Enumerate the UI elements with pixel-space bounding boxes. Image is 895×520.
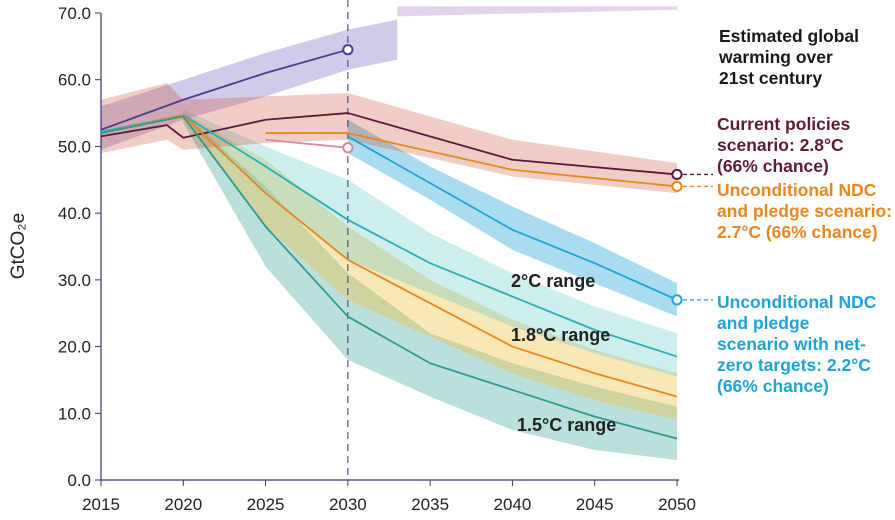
- series-line-5: [100, 114, 678, 358]
- x-tick-label: 2035: [411, 495, 449, 514]
- scenario-lines: [100, 48, 678, 440]
- end-marker-4: [671, 294, 683, 306]
- x-tick-label: 2020: [164, 495, 202, 514]
- range-band-3: [347, 119, 677, 317]
- annotation-net-zero: Unconditional NDC and pledge scenario wi…: [717, 292, 877, 396]
- series-line-2: [347, 135, 678, 301]
- scenario-end-markers: [342, 44, 713, 306]
- range-band-1: [183, 113, 678, 420]
- series-line-0: [100, 112, 678, 176]
- end-marker-0: [342, 44, 354, 56]
- series-line-3: [100, 48, 349, 131]
- uncertainty-bands: [101, 6, 678, 460]
- series-line-7: [100, 115, 678, 440]
- range-label-2c: 2°C range: [511, 271, 595, 291]
- y-tick-label: 0.0: [67, 471, 91, 490]
- range-band-5: [101, 83, 677, 194]
- end-marker-2: [671, 168, 683, 181]
- range-band-6: [397, 6, 677, 17]
- x-tick-label: 2050: [658, 495, 696, 514]
- y-axis-label: GtCO₂e: [8, 213, 29, 280]
- annotation-current-policies: Current policies scenario: 2.8°C (66% ch…: [717, 114, 851, 176]
- series-line-6: [100, 114, 678, 398]
- y-tick-label: 70.0: [58, 4, 91, 23]
- y-tick-label: 20.0: [58, 338, 91, 357]
- y-tick-label: 40.0: [58, 204, 91, 223]
- x-tick-label: 2040: [494, 495, 532, 514]
- y-tick-label: 60.0: [58, 71, 91, 90]
- y-tick-label: 10.0: [58, 404, 91, 423]
- series-line-1: [265, 132, 678, 188]
- range-label-1-8c: 1.8°C range: [511, 325, 610, 345]
- x-tick-label: 2030: [329, 495, 367, 514]
- end-marker-3: [671, 180, 683, 193]
- x-tick-label: 2025: [247, 495, 285, 514]
- x-tick-label: 2015: [82, 495, 120, 514]
- end-marker-1: [342, 142, 354, 154]
- annotation-unconditional-ndc: Unconditional NDC and pledge scenario: 2…: [717, 180, 893, 242]
- series-line-4: [265, 138, 348, 149]
- y-tick-label: 50.0: [58, 137, 91, 156]
- y-tick-label: 30.0: [58, 271, 91, 290]
- range-band-2: [183, 109, 678, 377]
- chart-axes: 0.0 10.0 20.0 30.0 40.0 50.0 60.0 70.0 2015 2020 2…: [58, 0, 696, 514]
- legend-title: Estimated global warming over 21st centu…: [719, 26, 860, 88]
- x-tick-label: 2045: [576, 495, 614, 514]
- range-label-1-5c: 1.5°C range: [517, 415, 616, 435]
